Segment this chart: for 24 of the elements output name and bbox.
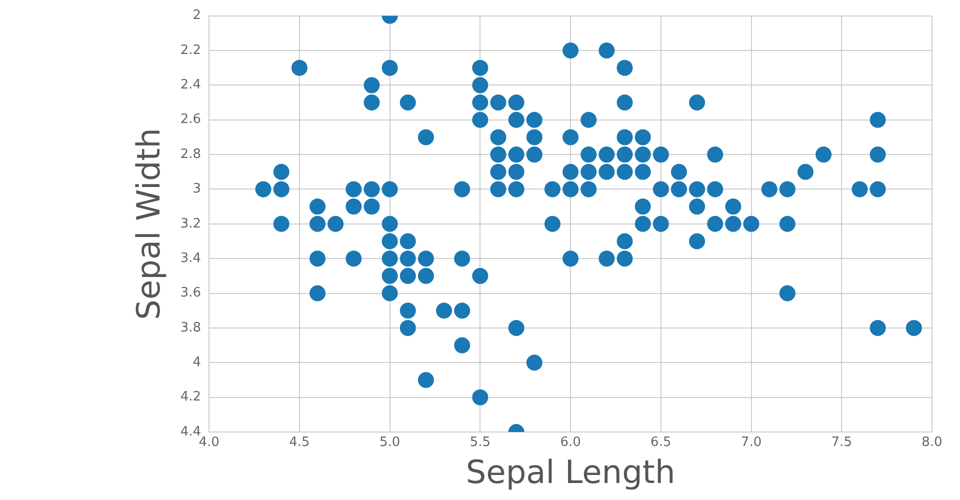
y-tick-label: 4.2 (180, 390, 202, 405)
x-axis-title: Sepal Length (466, 453, 676, 492)
x-tick-label: 5.5 (470, 435, 491, 450)
y-tick-label: 2.4 (180, 78, 202, 93)
y-tick-label: 2.8 (180, 146, 202, 162)
y-tick-label: 3.2 (180, 216, 202, 232)
y-tick-label: 3.8 (180, 320, 202, 336)
y-tick-label: 4.4 (180, 424, 202, 440)
x-tick-label: 7.0 (740, 435, 762, 450)
x-tick-label: 4.0 (198, 435, 220, 450)
y-tick-label: 2 (192, 8, 202, 24)
x-tick-label: 6.0 (560, 435, 581, 450)
x-tick-label: 4.5 (289, 435, 310, 450)
y-tick-label: 3.6 (180, 286, 202, 301)
x-tick-label: 5.0 (379, 435, 400, 450)
x-tick-label: 7.5 (831, 435, 852, 450)
x-tick-label: 8.0 (922, 435, 942, 450)
y-tick-label: 3.4 (180, 250, 202, 266)
y-axis-title: Sepal Width (130, 128, 168, 320)
y-tick-label: 2.2 (180, 42, 202, 58)
y-tick-label: 4 (192, 355, 202, 370)
y-tick-label: 2.6 (180, 112, 202, 128)
y-tick-label: 3 (192, 182, 202, 197)
x-tick-label: 6.5 (650, 435, 672, 450)
